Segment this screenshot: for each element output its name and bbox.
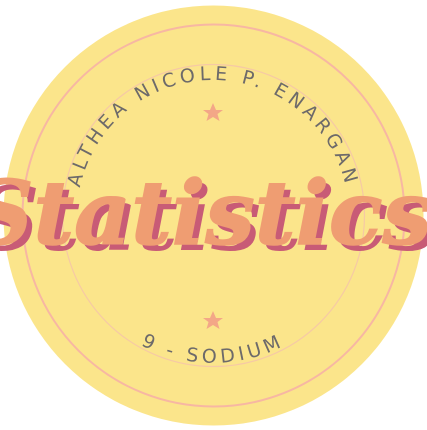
star-icon <box>203 311 223 329</box>
badge-background <box>3 5 424 426</box>
title-text: Statistics <box>0 161 427 265</box>
title-shadow: Statistics <box>0 167 427 271</box>
star-icon <box>203 103 223 121</box>
inner-ring <box>61 63 366 368</box>
outer-ring <box>21 23 406 408</box>
